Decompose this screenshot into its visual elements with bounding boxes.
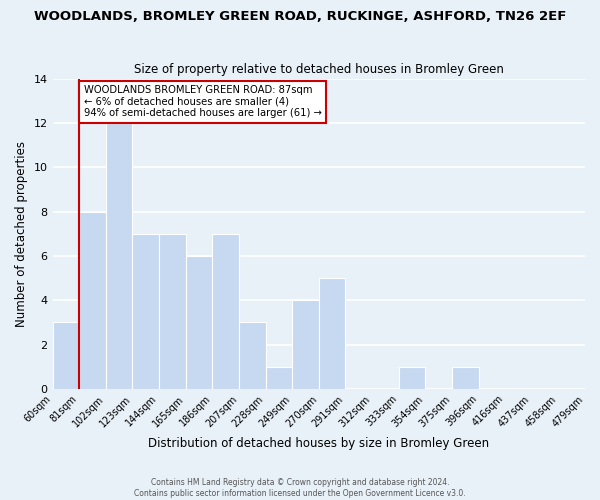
Bar — [159, 234, 185, 389]
Bar — [239, 322, 266, 389]
Bar — [53, 322, 79, 389]
Bar — [133, 234, 159, 389]
Bar — [106, 123, 133, 389]
Bar — [398, 366, 425, 389]
Bar — [79, 212, 106, 389]
Title: Size of property relative to detached houses in Bromley Green: Size of property relative to detached ho… — [134, 63, 504, 76]
X-axis label: Distribution of detached houses by size in Bromley Green: Distribution of detached houses by size … — [148, 437, 490, 450]
Bar — [266, 366, 292, 389]
Text: WOODLANDS BROMLEY GREEN ROAD: 87sqm
← 6% of detached houses are smaller (4)
94% : WOODLANDS BROMLEY GREEN ROAD: 87sqm ← 6%… — [84, 85, 322, 118]
Bar — [319, 278, 346, 389]
Y-axis label: Number of detached properties: Number of detached properties — [15, 140, 28, 326]
Bar — [185, 256, 212, 389]
Bar — [452, 366, 479, 389]
Bar — [292, 300, 319, 389]
Text: Contains HM Land Registry data © Crown copyright and database right 2024.
Contai: Contains HM Land Registry data © Crown c… — [134, 478, 466, 498]
Text: WOODLANDS, BROMLEY GREEN ROAD, RUCKINGE, ASHFORD, TN26 2EF: WOODLANDS, BROMLEY GREEN ROAD, RUCKINGE,… — [34, 10, 566, 23]
Bar — [212, 234, 239, 389]
